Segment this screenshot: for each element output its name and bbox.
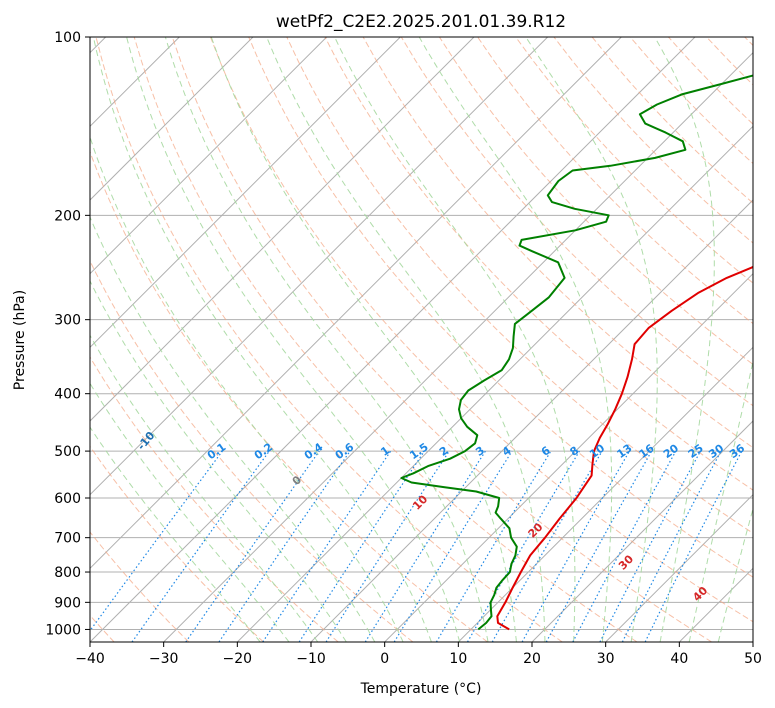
isotherm-line: [163, 51, 753, 642]
moist-adiabat-line: [334, 37, 576, 642]
moist-adiabat-line: [90, 382, 290, 642]
isotherm-line: [90, 37, 401, 349]
isotherm-line: [90, 37, 475, 422]
dewpoint-profile-line: [400, 74, 753, 631]
dry-adiabat-line: [90, 356, 339, 642]
y-tick-label: 300: [54, 313, 81, 329]
chart-title: wetPf2_C2E2.2025.201.01.39.R12: [276, 12, 566, 32]
mixing-ratio-line: [90, 450, 223, 632]
y-tick-label: 800: [54, 565, 81, 581]
moist-adiabat-line: [92, 37, 432, 642]
moist-adiabat-line: [210, 37, 517, 642]
x-tick-label: −10: [296, 651, 326, 667]
moist-adiabat-line: [90, 135, 404, 642]
mixing-ratio-line: [521, 450, 631, 642]
mixing-ratio-line: [185, 450, 320, 642]
isotherm-line: [90, 37, 254, 201]
isotherm-line: [531, 420, 753, 642]
moist-adiabat-lines: [90, 37, 753, 642]
moist-adiabat-line: [418, 37, 613, 642]
dry-adiabat-line: [171, 37, 712, 642]
isotherm-lines: [90, 37, 753, 642]
y-tick-label: 900: [54, 595, 81, 611]
x-tick-label: 30: [597, 651, 615, 667]
x-tick-label: 20: [523, 651, 541, 667]
moist-adiabat-line: [126, 37, 461, 642]
x-tick-label: 50: [744, 651, 762, 667]
mixing-ratio-line: [644, 450, 743, 642]
moist-adiabat-line: [688, 358, 753, 642]
x-tick-label: −30: [149, 651, 179, 667]
x-tick-label: 10: [449, 651, 467, 667]
moist-adiabat-line: [90, 215, 376, 642]
moist-adiabat-line: [266, 37, 546, 642]
dry-adiabat-line: [400, 37, 753, 407]
y-tick-label: 400: [54, 387, 81, 403]
y-tick-label: 1000: [45, 622, 81, 638]
isotherm-line: [90, 37, 696, 642]
dry-adiabat-line: [248, 37, 753, 578]
dry-adiabat-line: [438, 37, 753, 366]
mixing-ratio-line: [572, 450, 677, 642]
y-tick-label: 500: [54, 444, 81, 460]
mixing-ratio-line: [262, 450, 392, 642]
mixing-ratio-line: [218, 450, 351, 642]
moist-adiabat-line: [717, 506, 753, 642]
dry-adiabat-line: [90, 445, 264, 642]
y-tick-label: 700: [54, 531, 81, 547]
dry-adiabat-line: [210, 37, 753, 623]
x-tick-label: −40: [75, 651, 105, 667]
y-axis-label: Pressure (hPa): [12, 290, 28, 390]
moist-adiabat-line: [164, 37, 489, 642]
dry-adiabat-line: [90, 150, 488, 642]
mixing-ratio-line: [545, 450, 653, 642]
y-tick-label: 100: [54, 30, 81, 46]
moist-adiabat-line: [654, 37, 715, 642]
moist-adiabat-line: [90, 334, 319, 642]
y-axis-ticks: 100 200 300 400 500 600 700 800 900 1000: [45, 30, 90, 638]
y-tick-label: 600: [54, 491, 81, 507]
dry-adiabat-line: [90, 531, 190, 642]
isotherm-line: [605, 493, 753, 642]
isotherm-line: [384, 272, 753, 642]
mixing-ratio-line: [298, 450, 425, 642]
isotherm-line: [457, 346, 753, 642]
isotherm-line: [90, 37, 328, 275]
x-tick-label: −20: [223, 651, 253, 667]
isotherm-line: [236, 125, 753, 642]
dry-adiabat-line: [515, 37, 753, 284]
profile-series: [400, 74, 753, 631]
dry-adiabat-lines: [90, 37, 753, 642]
moist-adiabat-line: [525, 37, 658, 642]
mixing-ratio-line: [325, 450, 450, 642]
dry-adiabat-line: [286, 37, 753, 534]
dry-adiabat-line: [90, 259, 414, 642]
moist-adiabat-line: [90, 426, 261, 642]
dry-adiabat-line: [95, 37, 563, 642]
x-tick-label: 0: [380, 651, 389, 667]
temperature-profile-line: [496, 265, 753, 631]
isobar-gridlines: [90, 37, 753, 630]
x-axis-label: Temperature (°C): [360, 681, 482, 697]
mixing-ratio-line: [131, 450, 270, 642]
plot-frame: [89, 36, 754, 643]
isotherm-line: [90, 37, 622, 570]
y-tick-label: 200: [54, 208, 81, 224]
isotherm-line: [90, 37, 549, 496]
x-axis-ticks: −40 −30 −20 −10 0 10 20 30 40 50: [75, 642, 762, 667]
x-tick-label: 40: [670, 651, 688, 667]
